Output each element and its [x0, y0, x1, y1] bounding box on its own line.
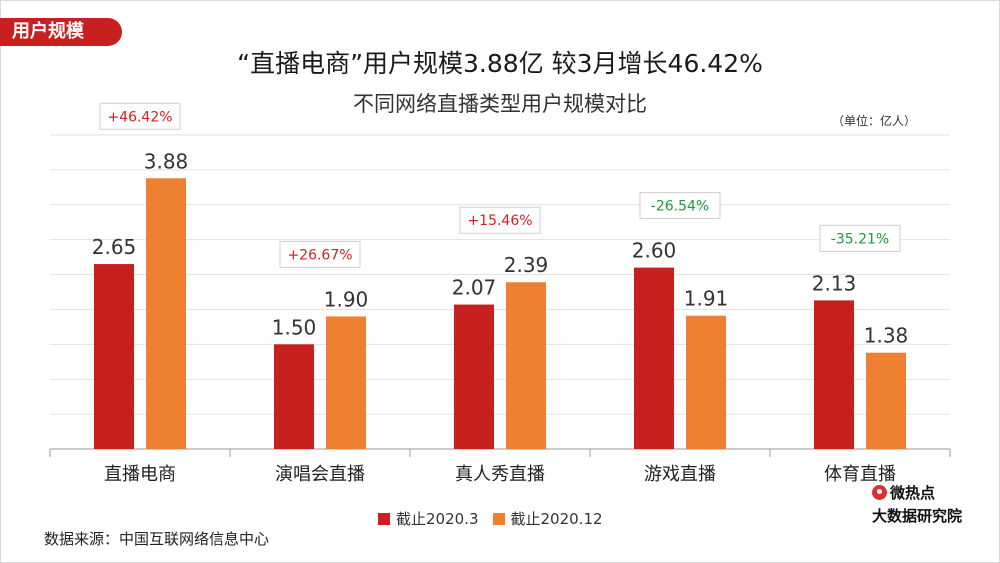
legend-swatch-series1 — [378, 512, 390, 525]
change-callout-text: -35.21% — [831, 231, 889, 247]
legend: 截止2020.3 截止2020.12 — [378, 508, 603, 529]
bar-series2 — [326, 316, 366, 449]
bar-series2 — [866, 352, 906, 449]
x-tick-label: 直播电商 — [104, 464, 176, 485]
data-label: 2.13 — [812, 271, 857, 295]
bar-series2 — [686, 315, 726, 449]
brand-line1: 微热点 — [890, 484, 936, 502]
x-tick-label: 游戏直播 — [644, 464, 716, 485]
data-label: 1.50 — [272, 315, 317, 339]
change-callout-box — [99, 102, 181, 130]
change-callout-box — [639, 192, 721, 220]
change-callout-text: +46.42% — [107, 109, 172, 125]
data-label: 1.91 — [684, 287, 729, 311]
data-label: 1.38 — [864, 324, 909, 348]
legend-label-series1: 截止2020.3 — [396, 510, 479, 528]
change-callout-text: -26.54% — [651, 199, 709, 215]
legend-item-series1: 截止2020.3 — [378, 508, 479, 529]
data-label: 1.90 — [324, 287, 369, 311]
data-source: 数据来源：中国互联网络信息中心 — [44, 530, 270, 548]
bar-series1 — [274, 344, 314, 449]
legend-item-series2: 截止2020.12 — [492, 508, 603, 529]
change-callout-text: +15.46% — [467, 213, 532, 229]
weibo-eye-icon — [872, 485, 887, 500]
bar-series1 — [454, 304, 494, 449]
x-tick-label: 真人秀直播 — [455, 464, 545, 485]
section-tag: 用户规模 — [0, 18, 122, 46]
change-callout-box — [819, 224, 901, 252]
change-callout-box — [279, 240, 361, 268]
brand-logo: 微热点 大数据研究院 — [872, 482, 972, 526]
bar-series2 — [146, 178, 186, 450]
legend-label-series2: 截止2020.12 — [510, 510, 603, 528]
chart-title: “直播电商”用户规模3.88亿 较3月增长46.42% — [237, 49, 763, 78]
legend-swatch-series2 — [492, 512, 505, 525]
brand-line2: 大数据研究院 — [872, 507, 963, 525]
chart-subtitle: 不同网络直播类型用户规模对比 — [353, 92, 647, 116]
x-tick-label: 演唱会直播 — [275, 464, 365, 485]
bar-series1 — [634, 267, 674, 449]
change-callout-box — [459, 206, 541, 234]
data-label: 3.88 — [144, 149, 189, 173]
bar-series1 — [814, 300, 854, 449]
bar-series2 — [506, 282, 546, 449]
data-label: 2.39 — [504, 253, 549, 277]
x-tick-label: 体育直播 — [824, 464, 896, 485]
bar-series1 — [94, 264, 134, 449]
data-label: 2.60 — [632, 239, 677, 263]
data-label: 2.07 — [452, 276, 497, 300]
change-callout-text: +26.67% — [287, 247, 352, 263]
unit-note: （单位：亿人） — [831, 114, 916, 128]
data-label: 2.65 — [92, 235, 137, 259]
